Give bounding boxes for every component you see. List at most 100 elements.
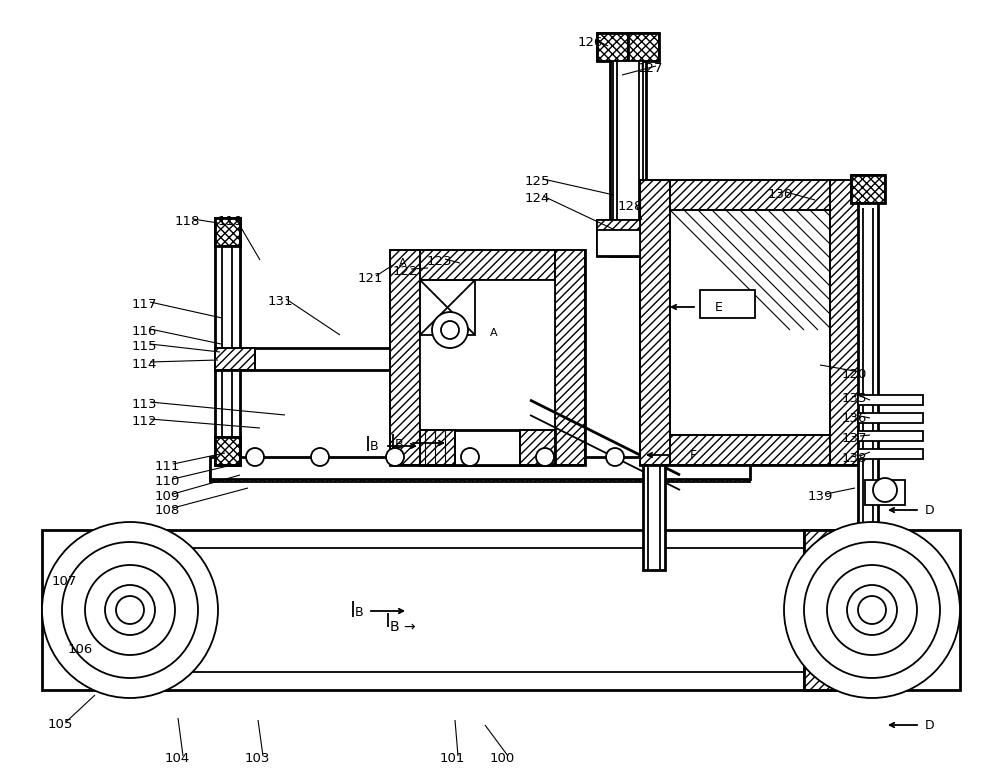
Text: 109: 109 [155,490,180,503]
Circle shape [386,448,404,466]
Text: 123: 123 [427,255,452,268]
Bar [215,218,240,246]
Bar [640,180,670,465]
Text: 131: 131 [268,295,294,308]
Text: 104: 104 [165,752,190,765]
Bar [640,180,860,210]
Bar [597,220,640,230]
Bar [420,430,455,465]
Circle shape [804,542,940,678]
Text: 105: 105 [48,718,73,731]
Text: 128: 128 [618,200,643,213]
Text: 124: 124 [525,192,550,205]
Bar [865,480,905,505]
Bar [130,530,168,690]
Bar [824,540,884,680]
Bar [609,226,643,250]
Bar [390,250,420,465]
Bar [390,250,585,280]
Text: →: → [403,620,415,634]
Bar [420,430,455,465]
Bar [858,449,923,459]
Text: 117: 117 [132,298,158,311]
Bar [643,465,665,570]
Circle shape [858,596,886,624]
Circle shape [461,448,479,466]
Text: 110: 110 [155,475,180,488]
Circle shape [784,522,960,698]
Bar [804,530,842,690]
Text: F: F [690,449,697,462]
Bar [555,250,585,465]
Bar [804,530,842,690]
Bar [395,348,435,370]
Text: 120: 120 [842,368,867,381]
Bar [858,180,878,570]
Bar [210,468,750,482]
Circle shape [827,565,917,655]
Text: 100: 100 [490,752,515,765]
Bar [830,180,860,465]
Bar [215,348,255,370]
Circle shape [441,321,459,339]
Bar [597,220,610,256]
Text: 139: 139 [808,490,833,503]
Bar [858,395,923,405]
Bar [390,435,585,465]
Bar [520,430,555,465]
Text: D: D [925,504,935,517]
Text: 127: 127 [638,62,664,75]
Bar [390,250,585,465]
Circle shape [246,448,264,466]
Bar [700,290,755,318]
Bar [420,430,555,465]
Bar [613,61,643,256]
Text: 138: 138 [842,452,867,465]
Bar [395,348,435,370]
Text: 122: 122 [393,265,418,278]
Circle shape [85,565,175,655]
Text: B: B [370,440,379,453]
Text: 115: 115 [132,340,158,353]
Text: 116: 116 [132,325,157,338]
Bar [390,435,585,465]
Text: 112: 112 [132,415,158,428]
Circle shape [873,478,897,502]
Bar [640,435,860,465]
Circle shape [432,312,468,348]
Text: 106: 106 [68,643,93,656]
Text: 121: 121 [358,272,384,285]
Bar [597,33,628,61]
Bar [640,180,860,210]
Bar [851,175,885,203]
Text: A: A [399,258,407,268]
Text: B: B [390,620,400,634]
Text: B: B [395,438,404,451]
Text: 107: 107 [52,575,77,588]
Bar [640,435,860,465]
Text: 108: 108 [155,504,180,517]
Text: 113: 113 [132,398,158,411]
Text: 130: 130 [768,188,793,201]
Bar [390,250,585,280]
Bar [610,61,646,256]
Circle shape [847,585,897,635]
Circle shape [116,596,144,624]
Text: E: E [715,301,723,314]
Bar [210,457,750,479]
Bar [42,530,960,690]
Circle shape [311,448,329,466]
Bar [858,413,923,423]
Bar [215,348,435,370]
Text: 111: 111 [155,460,180,473]
Bar [597,220,697,256]
Text: 119: 119 [218,215,243,228]
Bar [215,218,240,246]
Bar [215,218,240,465]
Bar [597,33,628,61]
Bar [100,540,160,680]
Bar [617,61,639,256]
Bar [640,180,670,465]
Bar [830,180,860,465]
Text: A: A [490,328,498,338]
